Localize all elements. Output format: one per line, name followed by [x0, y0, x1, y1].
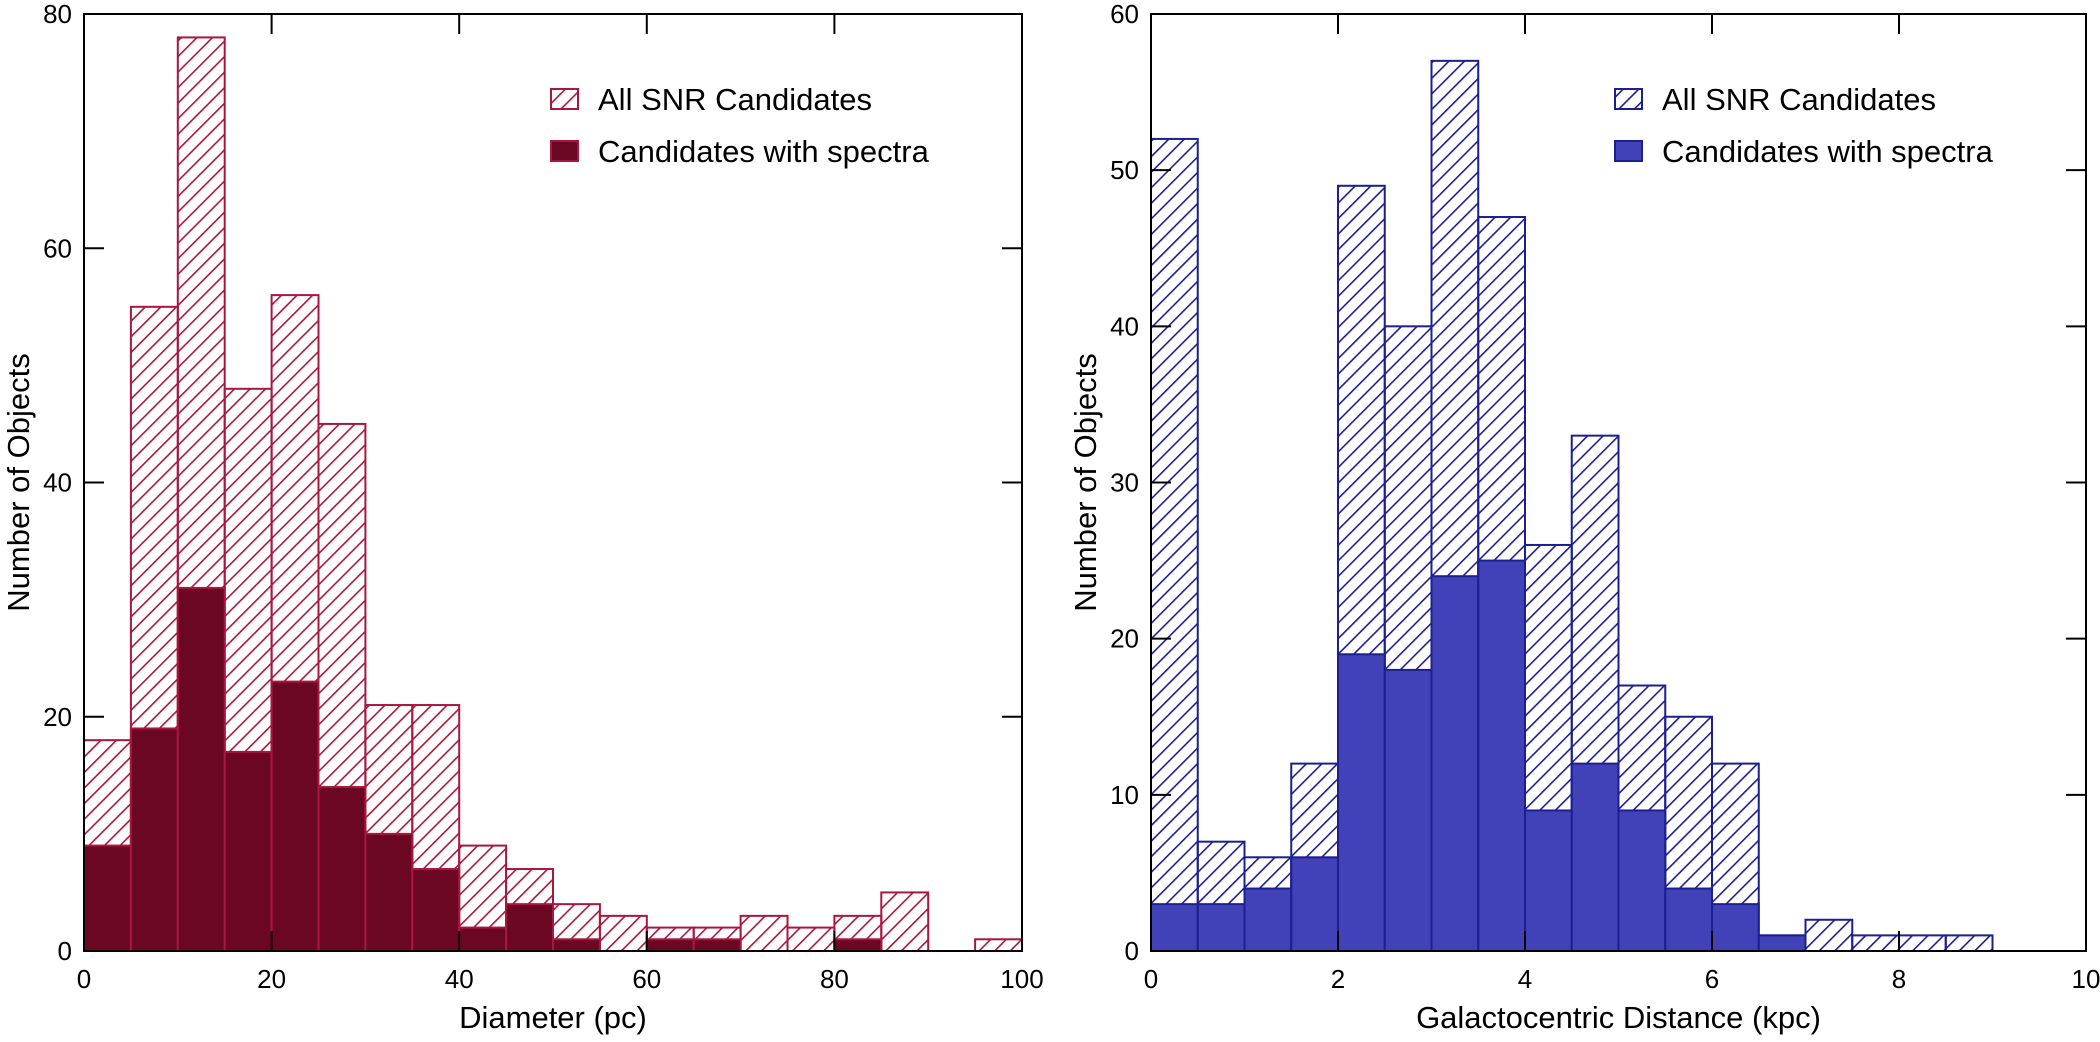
bar-all-85	[880, 891, 930, 952]
legend-swatch-all	[1614, 88, 1643, 110]
y-tick-label: 0	[58, 936, 72, 966]
x-tick-label: 6	[1705, 964, 1719, 994]
bar-spectra-20	[270, 680, 320, 952]
legend-entry-spectra: Candidates with spectra	[1614, 134, 1994, 169]
bar-spectra-3	[1430, 575, 1480, 952]
axis-ticks: 0 20 40 60 80 100 0 20 40 60 80	[43, 0, 1044, 994]
x-tick-label: 60	[632, 964, 661, 994]
bar-spectra-0.5	[1196, 903, 1246, 953]
bar-spectra-2.5	[1383, 668, 1433, 953]
bar-spectra-0	[83, 844, 132, 953]
bar-all-0	[1150, 137, 1199, 952]
bar-spectra-10	[176, 586, 226, 952]
bar-spectra-65	[692, 938, 742, 952]
bar-spectra-60	[645, 938, 695, 952]
legend: All SNR Candidates Candidates with spect…	[550, 82, 930, 169]
bar-spectra-15	[223, 750, 273, 953]
x-tick-label: 0	[77, 964, 91, 994]
bar-spectra-5	[129, 727, 179, 953]
bar-spectra-4.5	[1570, 762, 1620, 952]
bar-all-70	[739, 914, 789, 952]
legend-swatch-spectra	[1614, 140, 1643, 162]
x-tick-label: 0	[1144, 964, 1158, 994]
diameter-histogram: 0 20 40 60 80 100 0 20 40 60 80 Diameter (pc) Numb…	[1, 0, 1044, 1035]
bar-spectra-25	[317, 786, 367, 953]
legend-swatch-spectra	[550, 140, 579, 162]
axis-ticks: 0 2 4 6 8 10 0 10 20 30 40 50 60	[1110, 0, 2100, 994]
legend: All SNR Candidates Candidates with spect…	[1614, 82, 1994, 169]
bar-spectra-50	[552, 938, 601, 952]
y-tick-label: 60	[1110, 0, 1139, 29]
x-tick-label: 80	[820, 964, 849, 994]
bar-spectra-35	[411, 868, 461, 953]
legend-label-all: All SNR Candidates	[598, 82, 872, 117]
y-tick-label: 50	[1110, 155, 1139, 185]
y-tick-label: 40	[1110, 311, 1139, 341]
legend-label-all: All SNR Candidates	[1662, 82, 1936, 117]
distance-histogram: 0 2 4 6 8 10 0 10 20 30 40 50 60 Galactocentric Dist…	[1068, 0, 2100, 1035]
x-tick-label: 10	[2072, 964, 2100, 994]
bar-spectra-1	[1243, 887, 1293, 952]
x-axis-label: Galactocentric Distance (kpc)	[1416, 1000, 1821, 1035]
y-tick-label: 80	[43, 0, 72, 29]
bar-all-75	[786, 926, 836, 953]
bar-spectra-0	[1150, 903, 1199, 953]
bar-spectra-2	[1337, 653, 1386, 952]
bar-spectra-4	[1524, 809, 1573, 953]
bar-all-7	[1804, 918, 1854, 952]
x-tick-label: 20	[257, 964, 286, 994]
legend-label-spectra: Candidates with spectra	[1662, 134, 1994, 169]
spectra-bars	[1150, 559, 1807, 953]
x-tick-label: 40	[445, 964, 474, 994]
bar-all-95	[974, 938, 1023, 952]
legend-label-spectra: Candidates with spectra	[598, 134, 930, 169]
y-tick-label: 30	[1110, 468, 1139, 498]
x-axis-label: Diameter (pc)	[459, 1000, 647, 1035]
y-axis-label: Number of Objects	[1, 353, 36, 611]
bar-spectra-40	[458, 926, 508, 953]
y-tick-label: 10	[1110, 780, 1139, 810]
bar-spectra-5	[1617, 809, 1667, 953]
bar-spectra-30	[364, 832, 414, 952]
bar-spectra-3.5	[1477, 559, 1526, 952]
bar-spectra-5.5	[1664, 887, 1713, 952]
y-tick-label: 60	[43, 233, 72, 263]
x-tick-label: 100	[1000, 964, 1043, 994]
legend-entry-spectra: Candidates with spectra	[550, 134, 930, 169]
y-axis-label: Number of Objects	[1068, 353, 1103, 611]
x-tick-label: 8	[1892, 964, 1906, 994]
bar-spectra-80	[833, 938, 883, 952]
bar-spectra-45	[505, 903, 555, 953]
legend-entry-all: All SNR Candidates	[550, 82, 872, 117]
y-tick-label: 20	[43, 702, 72, 732]
bar-all-8.5	[1944, 934, 1994, 953]
bar-spectra-6	[1711, 903, 1760, 953]
legend-entry-all: All SNR Candidates	[1614, 82, 1936, 117]
bar-all-7.5	[1851, 934, 1900, 953]
x-tick-label: 4	[1518, 964, 1532, 994]
y-tick-label: 0	[1125, 936, 1139, 966]
bar-spectra-6.5	[1757, 934, 1807, 953]
legend-swatch-all	[550, 88, 579, 110]
y-tick-label: 20	[1110, 624, 1139, 654]
bar-all-8	[1898, 934, 1947, 953]
x-tick-label: 2	[1331, 964, 1345, 994]
bar-spectra-1.5	[1290, 856, 1339, 952]
y-tick-label: 40	[43, 468, 72, 498]
bar-all-55	[598, 914, 648, 952]
